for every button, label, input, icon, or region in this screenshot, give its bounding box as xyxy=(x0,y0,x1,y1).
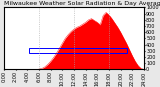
Bar xyxy=(29,48,127,53)
Text: Milwaukee Weather Solar Radiation & Day Average per Minute W/m2 (Today): Milwaukee Weather Solar Radiation & Day … xyxy=(4,1,160,6)
